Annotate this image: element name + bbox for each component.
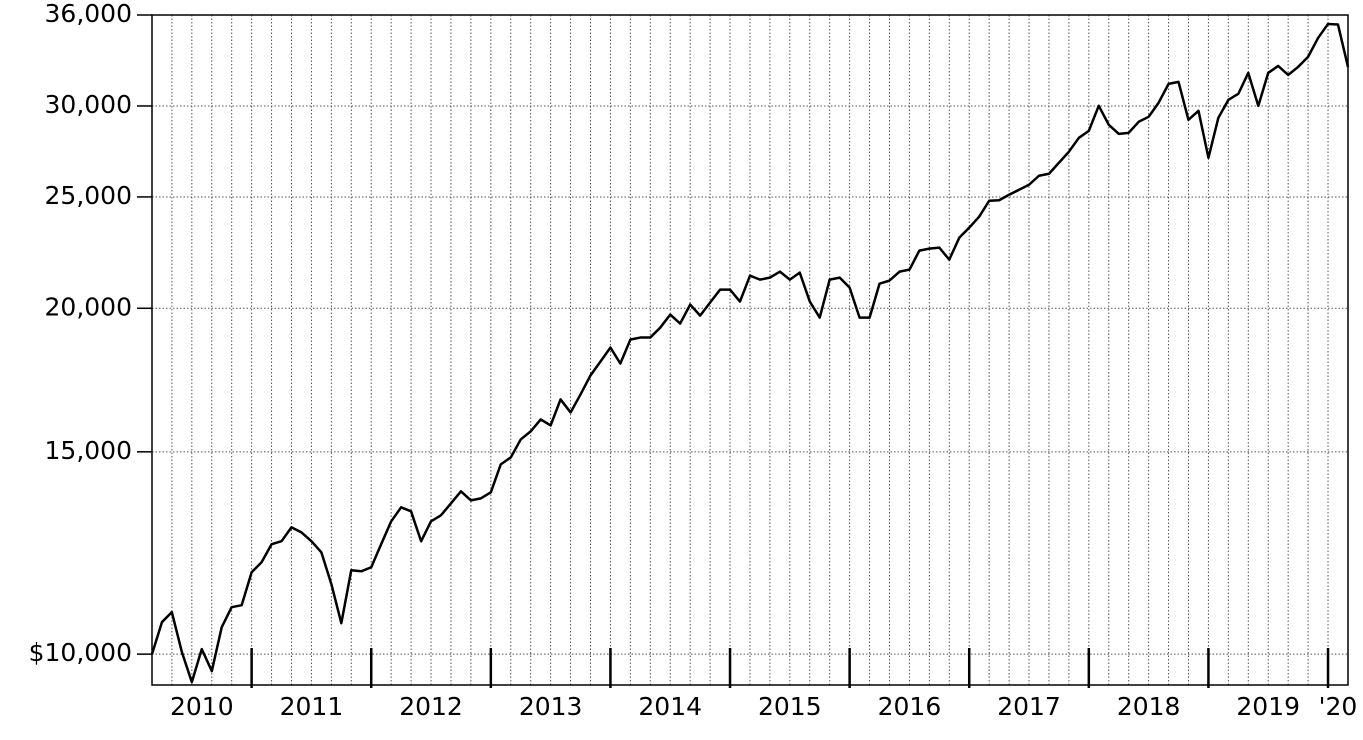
x-tick-label: 2014	[638, 692, 702, 721]
x-tick-label: 2017	[997, 692, 1061, 721]
line-series	[150, 22, 1350, 684]
x-tick-label: '20	[1319, 692, 1358, 721]
x-tick-label: 2010	[170, 692, 234, 721]
x-tick-label: 2011	[280, 692, 344, 721]
x-tick-label: 2013	[519, 692, 583, 721]
x-tick-label: 2016	[878, 692, 942, 721]
y-tick-label: $10,000	[29, 638, 132, 667]
plot-frame	[151, 14, 1349, 686]
y-tick-label: 20,000	[45, 292, 132, 321]
x-tick-label: 2018	[1117, 692, 1181, 721]
y-tick-label: 36,000	[45, 0, 132, 28]
y-tick-label: 30,000	[45, 90, 132, 119]
x-tick-label: 2012	[399, 692, 463, 721]
y-tick-label: 25,000	[45, 181, 132, 210]
x-tick-label: 2019	[1236, 692, 1300, 721]
y-tick-label: 15,000	[45, 436, 132, 465]
x-tick-label: 2015	[758, 692, 822, 721]
